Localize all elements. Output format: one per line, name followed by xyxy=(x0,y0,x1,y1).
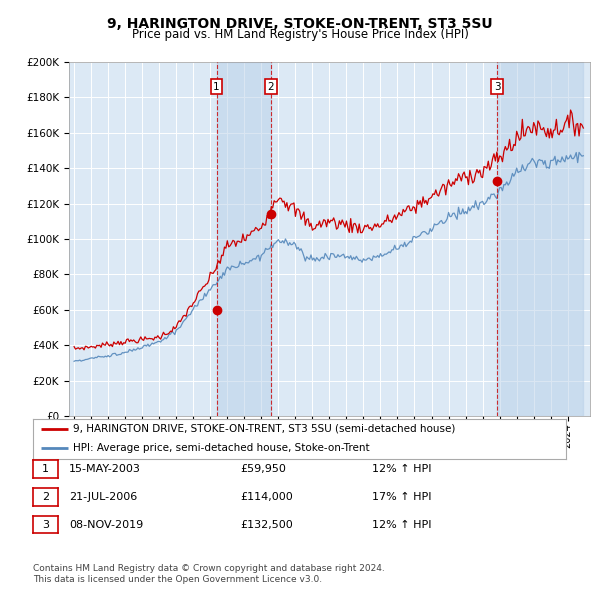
Text: £114,000: £114,000 xyxy=(240,492,293,502)
Text: 2: 2 xyxy=(42,492,49,502)
Text: This data is licensed under the Open Government Licence v3.0.: This data is licensed under the Open Gov… xyxy=(33,575,322,584)
Text: 9, HARINGTON DRIVE, STOKE-ON-TRENT, ST3 5SU (semi-detached house): 9, HARINGTON DRIVE, STOKE-ON-TRENT, ST3 … xyxy=(73,424,455,434)
Text: 3: 3 xyxy=(42,520,49,529)
Text: 3: 3 xyxy=(494,82,500,91)
Text: 1: 1 xyxy=(42,464,49,474)
Text: 08-NOV-2019: 08-NOV-2019 xyxy=(69,520,143,529)
Text: 12% ↑ HPI: 12% ↑ HPI xyxy=(372,520,431,529)
Text: 1: 1 xyxy=(213,82,220,91)
Text: HPI: Average price, semi-detached house, Stoke-on-Trent: HPI: Average price, semi-detached house,… xyxy=(73,443,370,453)
Text: 15-MAY-2003: 15-MAY-2003 xyxy=(69,464,141,474)
Text: 2: 2 xyxy=(268,82,274,91)
Text: Price paid vs. HM Land Registry's House Price Index (HPI): Price paid vs. HM Land Registry's House … xyxy=(131,28,469,41)
Text: 21-JUL-2006: 21-JUL-2006 xyxy=(69,492,137,502)
Text: £132,500: £132,500 xyxy=(240,520,293,529)
Bar xyxy=(497,62,583,416)
Bar xyxy=(217,62,271,416)
Text: 9, HARINGTON DRIVE, STOKE-ON-TRENT, ST3 5SU: 9, HARINGTON DRIVE, STOKE-ON-TRENT, ST3 … xyxy=(107,17,493,31)
Text: 17% ↑ HPI: 17% ↑ HPI xyxy=(372,492,431,502)
Text: Contains HM Land Registry data © Crown copyright and database right 2024.: Contains HM Land Registry data © Crown c… xyxy=(33,565,385,573)
Text: 12% ↑ HPI: 12% ↑ HPI xyxy=(372,464,431,474)
Text: £59,950: £59,950 xyxy=(240,464,286,474)
